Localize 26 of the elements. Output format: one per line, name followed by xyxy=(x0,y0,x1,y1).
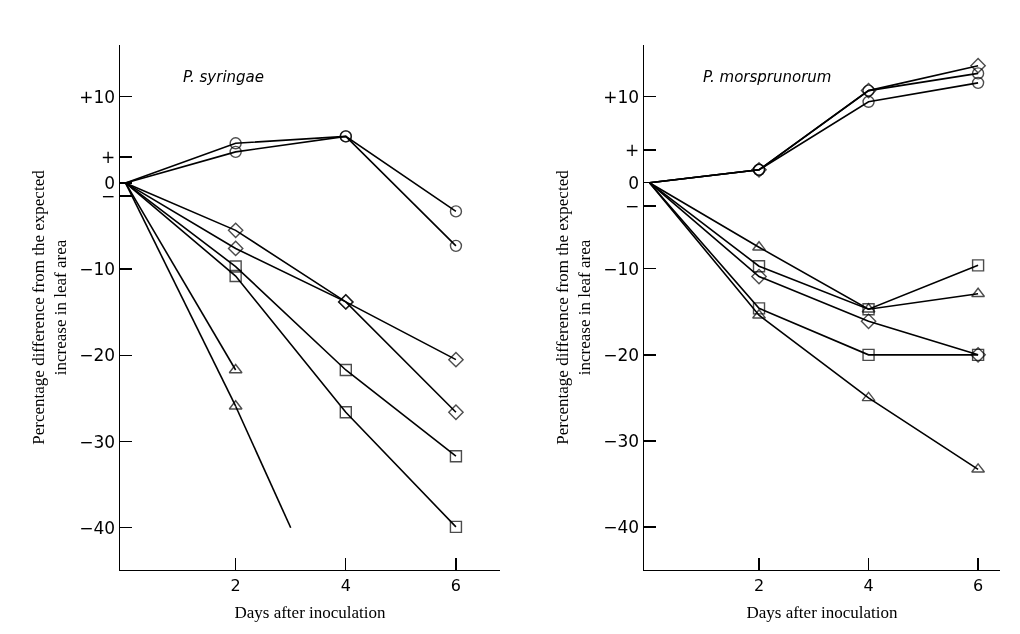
y-tick-label: −30 xyxy=(603,430,640,451)
x-tick-label: 4 xyxy=(340,575,351,595)
y-axis-title: Percentage difference from the expected increase in leaf area xyxy=(552,169,595,445)
y-tick-label: +10 xyxy=(79,86,116,107)
y-axis-title: Percentage difference from the expected increase in leaf area xyxy=(28,169,71,445)
y-tick-label: −40 xyxy=(603,516,640,537)
y-tick-label: + xyxy=(100,147,116,168)
text: P. morsprunorum xyxy=(703,68,832,86)
y-tick-label: − xyxy=(624,195,640,216)
y-tick-label: −10 xyxy=(603,258,640,279)
y-tick-label: +10 xyxy=(603,86,640,107)
y-tick-label: −40 xyxy=(79,517,116,538)
x-tick-label: 6 xyxy=(450,575,462,595)
y-tick-label: + xyxy=(624,139,640,160)
x-tick-label: 6 xyxy=(973,575,984,595)
y-tick-label: −30 xyxy=(79,431,116,452)
y-tick-label: 0 xyxy=(628,172,640,193)
x-axis-title: Days after inoculation xyxy=(746,602,899,622)
text: P. syringae xyxy=(183,68,264,86)
x-tick-label: 2 xyxy=(753,575,765,595)
x-axis-title: Days after inoculation xyxy=(234,602,387,622)
y-tick-label: −20 xyxy=(603,344,640,365)
y-tick-label: −10 xyxy=(79,259,116,280)
y-tick-label: −20 xyxy=(79,345,116,366)
x-tick-label: 4 xyxy=(863,575,874,595)
x-tick-label: 2 xyxy=(230,575,241,595)
